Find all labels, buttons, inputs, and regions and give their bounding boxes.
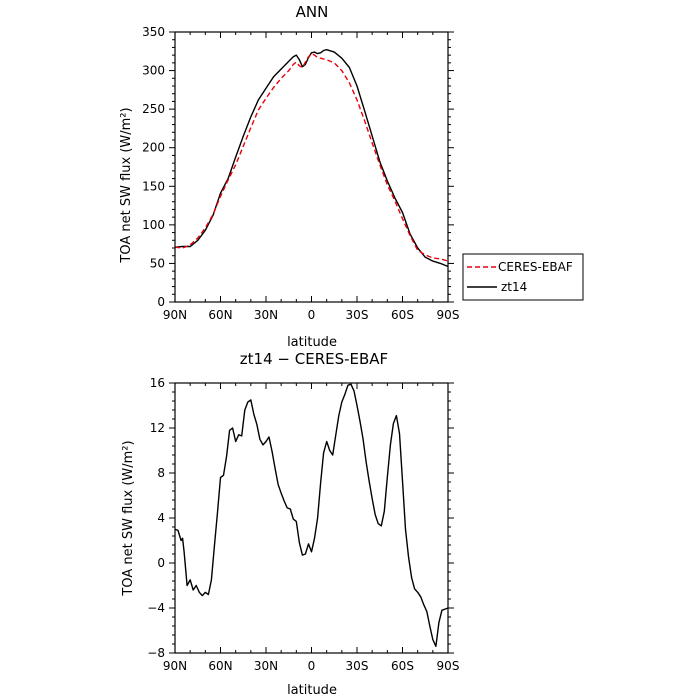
bottom-series-line-0 <box>174 383 449 647</box>
bottom-x-tick-label: 60S <box>391 659 414 673</box>
top-y-tick-label: 100 <box>142 218 165 232</box>
top-y-tick-label: 50 <box>150 256 165 270</box>
legend-label-zt14: zt14 <box>501 280 527 294</box>
bottom-y-axis-label: TOA net SW flux (W/m²) <box>121 440 136 596</box>
bottom-y-tick-label: −8 <box>147 646 165 660</box>
legend-box <box>462 253 584 301</box>
top-y-tick-label: 250 <box>142 102 165 116</box>
bottom-chart-title: zt14 − CERES-EBAF <box>240 350 388 368</box>
top-y-tick-label: 0 <box>157 295 165 309</box>
top-axes: 90N 60N 30N 0 30S 60S 90S 0 50 100 150 200 250 300 350 <box>142 25 459 322</box>
bottom-x-tick-label: 90S <box>437 659 460 673</box>
bottom-y-tick-label: 0 <box>157 556 165 570</box>
bottom-y-tick-label: 12 <box>150 421 165 435</box>
bottom-x-tick-label: 30S <box>346 659 369 673</box>
top-y-tick-label: 150 <box>142 179 165 193</box>
bottom-x-tick-label: 0 <box>308 659 316 673</box>
top-y-tick-label: 350 <box>142 25 165 39</box>
top-x-tick-label: 90S <box>437 308 460 322</box>
bottom-x-axis-label: latitude <box>287 683 337 698</box>
legend: CERES-EBAF zt14 <box>462 253 584 301</box>
top-panel: ANN TOA net SW flux (W/m²) latitude 90N 6… <box>119 3 459 350</box>
top-chart-title: ANN <box>296 3 329 21</box>
bottom-panel: zt14 − CERES-EBAF TOA net SW flux (W/m²)… <box>121 350 459 698</box>
bottom-y-tick-label: 4 <box>157 511 165 525</box>
top-x-tick-label: 60S <box>391 308 414 322</box>
top-y-tick-label: 200 <box>142 141 165 155</box>
bottom-y-tick-label: −4 <box>147 601 165 615</box>
bottom-y-tick-label: 16 <box>150 376 165 390</box>
top-plot-frame <box>174 31 449 303</box>
top-x-axis-label: latitude <box>287 335 337 350</box>
top-x-tick-label: 60N <box>208 308 232 322</box>
top-y-tick-label: 300 <box>142 64 165 78</box>
top-x-tick-label: 30S <box>346 308 369 322</box>
bottom-axes: 90N 60N 30N 0 30S 60S 90S −8 −4 0 4 8 12 16 <box>147 376 459 673</box>
top-series-line-ceres-ebaf <box>174 52 449 262</box>
bottom-plot-lines <box>174 383 449 647</box>
top-x-tick-label: 0 <box>308 308 316 322</box>
top-x-tick-label: 30N <box>254 308 278 322</box>
legend-label-ceres: CERES-EBAF <box>498 260 573 274</box>
top-plot-lines <box>174 49 449 268</box>
top-x-tick-label: 90N <box>163 308 187 322</box>
bottom-x-tick-label: 90N <box>163 659 187 673</box>
bottom-y-tick-label: 8 <box>157 466 165 480</box>
top-series-line-zt14 <box>174 49 449 268</box>
top-y-axis-label: TOA net SW flux (W/m²) <box>119 107 134 263</box>
bottom-x-tick-label: 60N <box>208 659 232 673</box>
bottom-plot-frame <box>174 382 449 654</box>
bottom-x-tick-label: 30N <box>254 659 278 673</box>
